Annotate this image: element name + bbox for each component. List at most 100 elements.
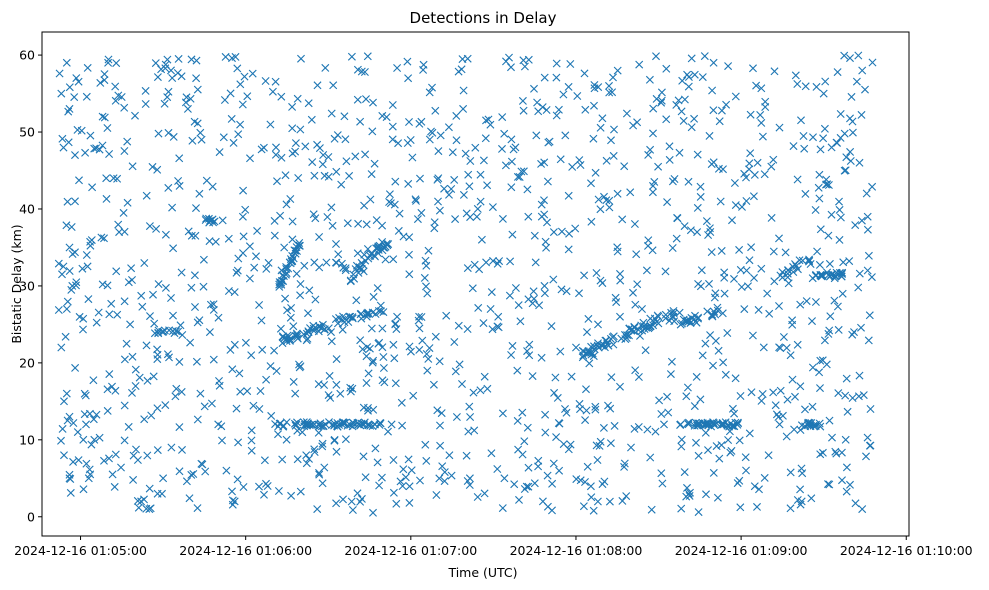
data-point: [300, 261, 309, 270]
data-point: [389, 456, 398, 464]
data-point: [286, 313, 295, 322]
data-point: [133, 456, 142, 464]
data-point: [466, 413, 475, 421]
data-point: [79, 314, 88, 323]
data-point: [775, 123, 784, 132]
y-tick-label: 50: [19, 125, 35, 140]
data-point: [793, 265, 802, 274]
data-point: [425, 344, 434, 353]
data-point: [260, 456, 269, 465]
data-point: [113, 310, 122, 319]
data-point: [323, 213, 332, 221]
data-point: [369, 98, 377, 107]
data-point: [395, 209, 404, 218]
data-point: [682, 492, 691, 501]
data-point: [421, 440, 430, 449]
data-point: [276, 211, 285, 220]
data-point: [680, 468, 689, 477]
data-point: [143, 451, 152, 460]
data-point: [720, 273, 729, 282]
data-point: [407, 466, 416, 475]
data-point: [415, 119, 424, 128]
data-point: [348, 314, 357, 323]
data-point: [206, 300, 215, 309]
data-point: [859, 391, 868, 400]
data-point: [327, 337, 336, 346]
data-point: [479, 156, 488, 165]
data-point: [175, 467, 184, 476]
data-point: [421, 256, 430, 265]
data-point: [715, 454, 724, 463]
data-point: [608, 333, 617, 342]
data-point: [823, 180, 832, 189]
data-point: [143, 376, 152, 385]
data-point: [65, 104, 74, 113]
data-point: [289, 377, 298, 386]
data-point: [81, 148, 90, 157]
data-point: [360, 418, 369, 427]
data-point: [847, 92, 856, 101]
data-point: [793, 496, 802, 504]
data-point: [145, 222, 154, 231]
data-point: [347, 52, 356, 61]
data-point: [376, 301, 385, 310]
data-point: [278, 455, 287, 464]
data-point: [341, 135, 350, 144]
data-point: [62, 221, 71, 230]
data-point: [474, 303, 483, 312]
data-point: [749, 64, 757, 73]
data-point: [468, 284, 477, 293]
data-point: [465, 474, 474, 483]
data-point: [385, 190, 394, 199]
data-point: [302, 459, 311, 468]
data-point: [62, 305, 71, 313]
data-point: [575, 399, 584, 408]
data-point: [379, 364, 388, 372]
data-point: [100, 76, 109, 85]
data-point: [854, 392, 863, 401]
data-point: [530, 479, 539, 488]
data-point: [108, 382, 116, 391]
data-point: [620, 462, 629, 471]
data-point: [480, 372, 489, 381]
data-point: [150, 319, 159, 328]
data-point: [436, 421, 444, 430]
data-point: [748, 331, 757, 340]
data-point: [488, 325, 497, 334]
data-point: [708, 86, 717, 95]
data-point: [549, 228, 558, 237]
data-point: [111, 96, 120, 105]
data-point: [79, 435, 88, 444]
data-point: [369, 405, 378, 414]
data-point: [535, 301, 544, 310]
data-point: [294, 174, 303, 182]
data-point: [321, 63, 330, 72]
data-point: [796, 485, 805, 494]
data-point: [134, 503, 143, 512]
data-point: [384, 240, 393, 249]
data-point: [149, 372, 158, 381]
data-point: [638, 305, 646, 313]
data-point: [332, 240, 340, 248]
data-point: [830, 296, 839, 305]
data-point: [855, 269, 864, 278]
data-point: [82, 459, 91, 468]
data-point: [677, 435, 686, 444]
data-point: [236, 80, 245, 89]
data-point: [120, 147, 129, 155]
data-point: [153, 165, 162, 174]
data-point: [357, 309, 366, 318]
data-point: [405, 270, 414, 279]
data-point: [848, 394, 857, 402]
data-point: [812, 420, 821, 429]
data-point: [825, 259, 834, 268]
data-point: [388, 101, 397, 109]
data-point: [195, 189, 204, 198]
data-point: [214, 313, 223, 322]
data-point: [591, 402, 600, 411]
data-point: [690, 114, 699, 123]
data-point: [823, 268, 832, 277]
data-point: [803, 421, 812, 430]
data-point: [233, 266, 242, 275]
data-point: [315, 322, 324, 331]
